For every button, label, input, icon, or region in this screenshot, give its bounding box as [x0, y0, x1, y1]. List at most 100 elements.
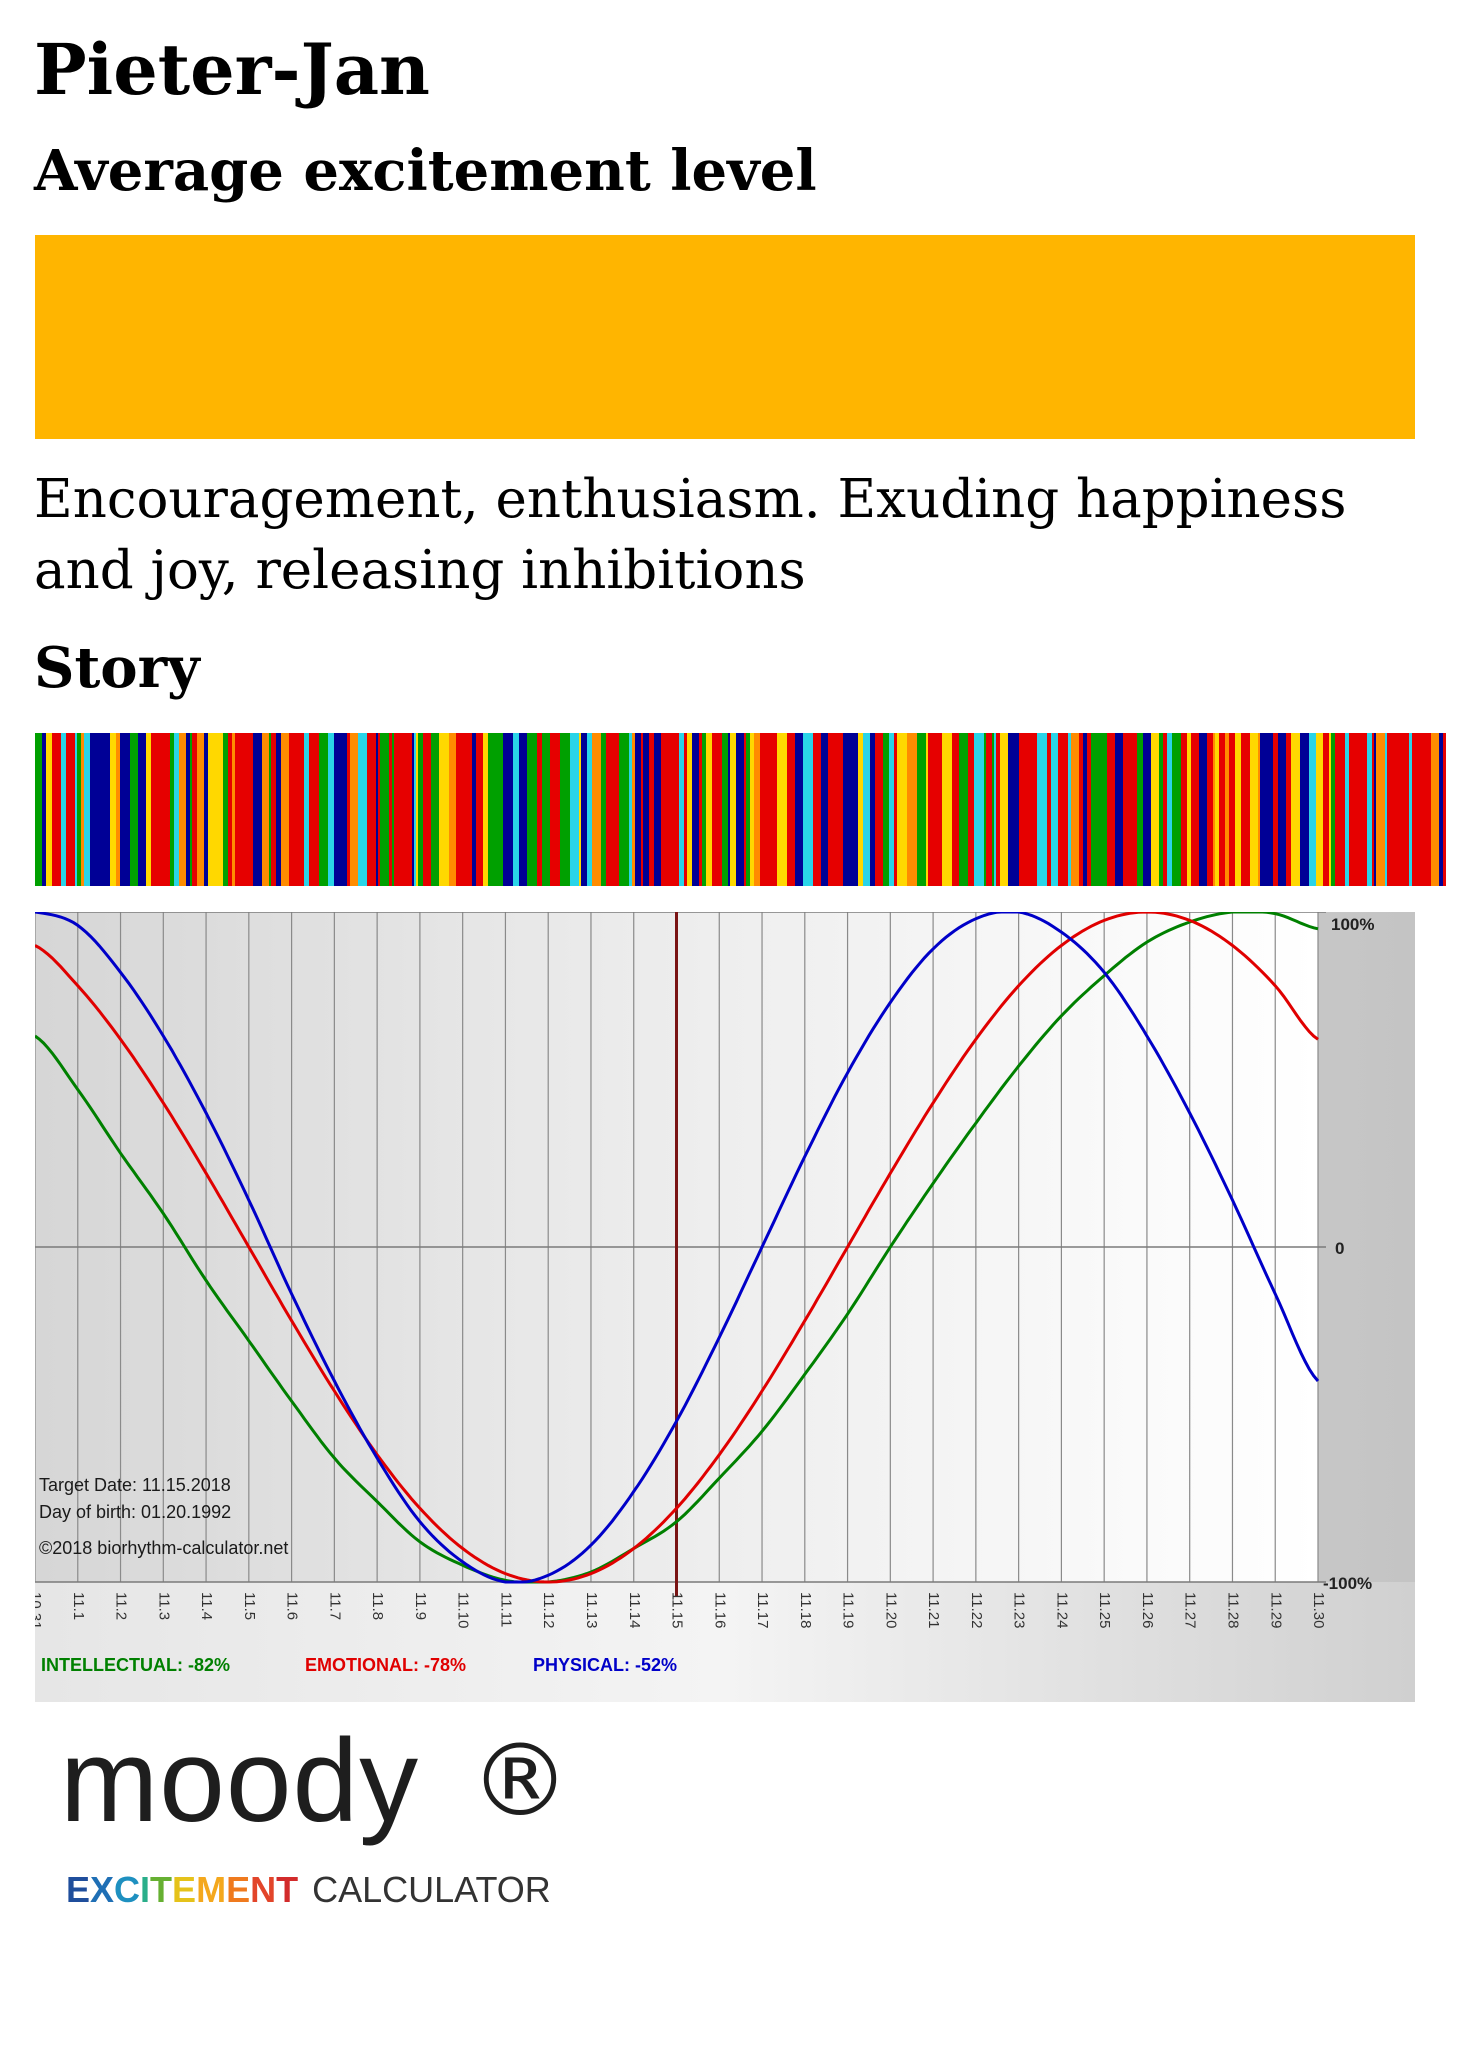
story-stripe: [1219, 733, 1226, 886]
story-stripe: [1286, 733, 1292, 886]
x-tick-label: 11.10: [455, 1592, 472, 1628]
story-stripe: [959, 733, 962, 886]
story-stripe: [795, 733, 804, 886]
logo-tag-letter: C: [114, 1869, 141, 1910]
story-stripe: [170, 733, 175, 886]
x-tick-label: 11.16: [711, 1592, 728, 1628]
story-stripe: [777, 733, 788, 886]
story-stripe: [228, 733, 233, 886]
story-stripe: [986, 733, 993, 886]
story-stripe: [883, 733, 890, 886]
story-stripe: [61, 733, 67, 886]
story-stripe: [1137, 733, 1144, 886]
story-stripe: [1051, 733, 1054, 886]
story-stripe: [699, 733, 703, 886]
story-stripe: [1309, 733, 1317, 886]
x-tick-label: 11.3: [155, 1592, 172, 1620]
story-stripe: [964, 733, 969, 886]
story-stripe: [968, 733, 975, 886]
x-tick-label: 11.28: [1224, 1592, 1241, 1628]
y-tick-0: 0: [1335, 1239, 1344, 1258]
story-stripe: [253, 733, 263, 886]
story-stripe: [107, 733, 111, 886]
story-stripe: [1068, 733, 1072, 886]
story-stripe: [649, 733, 655, 886]
story-stripe: [1163, 733, 1168, 886]
x-tick-label: 11.18: [797, 1592, 814, 1628]
target-date-text: Target Date: 11.15.2018: [39, 1475, 231, 1495]
story-stripe: [606, 733, 615, 886]
story-stripe: [527, 733, 538, 886]
person-name: Pieter-Jan: [34, 28, 430, 111]
legend-intellectual: INTELLECTUAL: -82%: [41, 1655, 230, 1675]
story-stripe: [179, 733, 187, 886]
chart-footer-background: [35, 1582, 1415, 1702]
story-stripe: [367, 733, 377, 886]
story-stripe: [818, 733, 822, 886]
story-stripe: [42, 733, 47, 886]
story-stripe: [702, 733, 707, 886]
story-stripe: [692, 733, 700, 886]
story-stripe: [1058, 733, 1069, 886]
story-stripe: [570, 733, 580, 886]
story-stripe: [581, 733, 588, 886]
story-stripe: [926, 733, 929, 886]
story-stripe: [1191, 733, 1200, 886]
story-stripe: [1273, 733, 1279, 886]
story-stripe: [102, 733, 108, 886]
story-stripe: [687, 733, 693, 886]
story-stripe: [281, 733, 290, 886]
story-stripe: [197, 733, 205, 886]
story-stripe: [1087, 733, 1092, 886]
logo-tag-calculator: CALCULATOR: [312, 1869, 551, 1910]
story-stripe: [813, 733, 819, 886]
story-stripe: [174, 733, 180, 886]
story-stripe: [1390, 733, 1401, 886]
story-stripe: [35, 733, 43, 886]
y-tick-100: 100%: [1331, 915, 1374, 934]
story-stripe: [1091, 733, 1098, 886]
story-stripe: [760, 733, 768, 886]
story-stripe: [1079, 733, 1084, 886]
story-stripe: [405, 733, 410, 886]
story-stripe: [319, 733, 329, 886]
story-stripe: [679, 733, 685, 886]
x-tick-label: 11.20: [882, 1592, 899, 1628]
story-stripe: [214, 733, 224, 886]
story-stripe: [1400, 733, 1403, 886]
story-stripe: [1159, 733, 1164, 886]
x-tick-label: 11.1: [70, 1592, 87, 1620]
story-stripe: [208, 733, 215, 886]
story-stripe: [870, 733, 876, 886]
story-stripe: [587, 733, 593, 886]
story-stripe: [186, 733, 191, 886]
x-tick-label: 11.12: [540, 1592, 557, 1628]
story-stripe: [343, 733, 348, 886]
story-stripe: [1143, 733, 1152, 886]
x-tick-label: 11.14: [626, 1592, 643, 1628]
story-stripe: [641, 733, 644, 886]
x-tick-label: 11.29: [1267, 1592, 1284, 1628]
story-stripe: [1128, 733, 1138, 886]
story-stripe: [235, 733, 244, 886]
story-stripe: [734, 733, 737, 886]
x-tick-label: 11.2: [113, 1592, 130, 1620]
story-stripe: [449, 733, 457, 886]
story-stripe: [889, 733, 895, 886]
story-stripe: [706, 733, 713, 886]
logo-tag-letter: T: [150, 1869, 173, 1910]
story-stripe: [416, 733, 419, 886]
story-stripe: [933, 733, 938, 886]
story-stripe: [1345, 733, 1350, 886]
story-stripe: [1372, 733, 1375, 886]
story-heading: Story: [34, 635, 200, 701]
story-stripe: [942, 733, 953, 886]
story-stripe: [350, 733, 359, 886]
story-stripe: [654, 733, 662, 886]
story-stripe: [937, 733, 943, 886]
story-stripe: [897, 733, 908, 886]
story-stripe: [843, 733, 852, 886]
story-stripe: [392, 733, 395, 886]
series-line-physical: [35, 912, 1320, 1584]
story-stripe: [767, 733, 778, 886]
